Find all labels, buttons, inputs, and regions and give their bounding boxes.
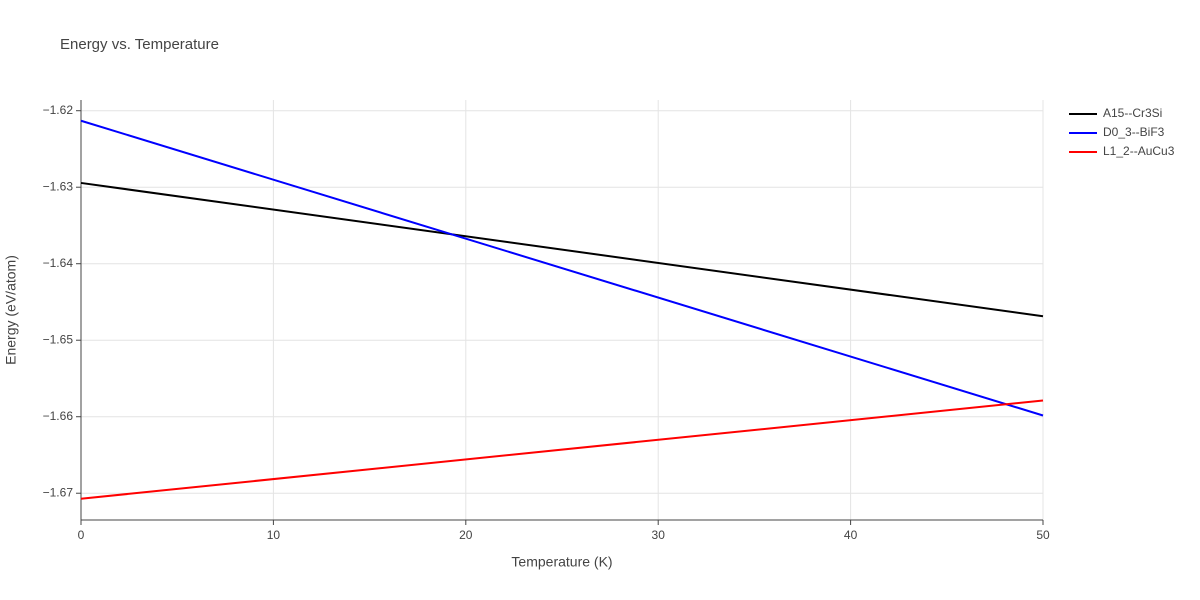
- y-tick-label: −1.63: [43, 179, 74, 193]
- legend-label: D0_3--BiF3: [1103, 125, 1165, 139]
- y-tick-label: −1.65: [43, 332, 74, 346]
- chart-title: Energy vs. Temperature: [60, 36, 219, 53]
- x-axis-label: Temperature (K): [511, 554, 612, 570]
- x-tick-label: 20: [459, 528, 473, 542]
- x-tick-label: 10: [267, 528, 281, 542]
- x-tick-label: 30: [652, 528, 666, 542]
- y-tick-label: −1.67: [43, 485, 74, 499]
- y-axis-label: Energy (eV/atom): [3, 255, 19, 365]
- y-tick-label: −1.66: [43, 409, 74, 423]
- line: [80, 399, 1044, 500]
- line: [80, 119, 1044, 417]
- y-tick-label: −1.62: [43, 103, 74, 117]
- x-tick-label: 50: [1036, 528, 1050, 542]
- legend-label: A15--Cr3Si: [1103, 106, 1162, 120]
- y-tick-label: −1.64: [43, 256, 74, 270]
- x-tick-label: 40: [844, 528, 858, 542]
- legend-label: L1_2--AuCu3: [1103, 144, 1175, 158]
- x-tick-label: 0: [78, 528, 85, 542]
- line: [80, 181, 1044, 318]
